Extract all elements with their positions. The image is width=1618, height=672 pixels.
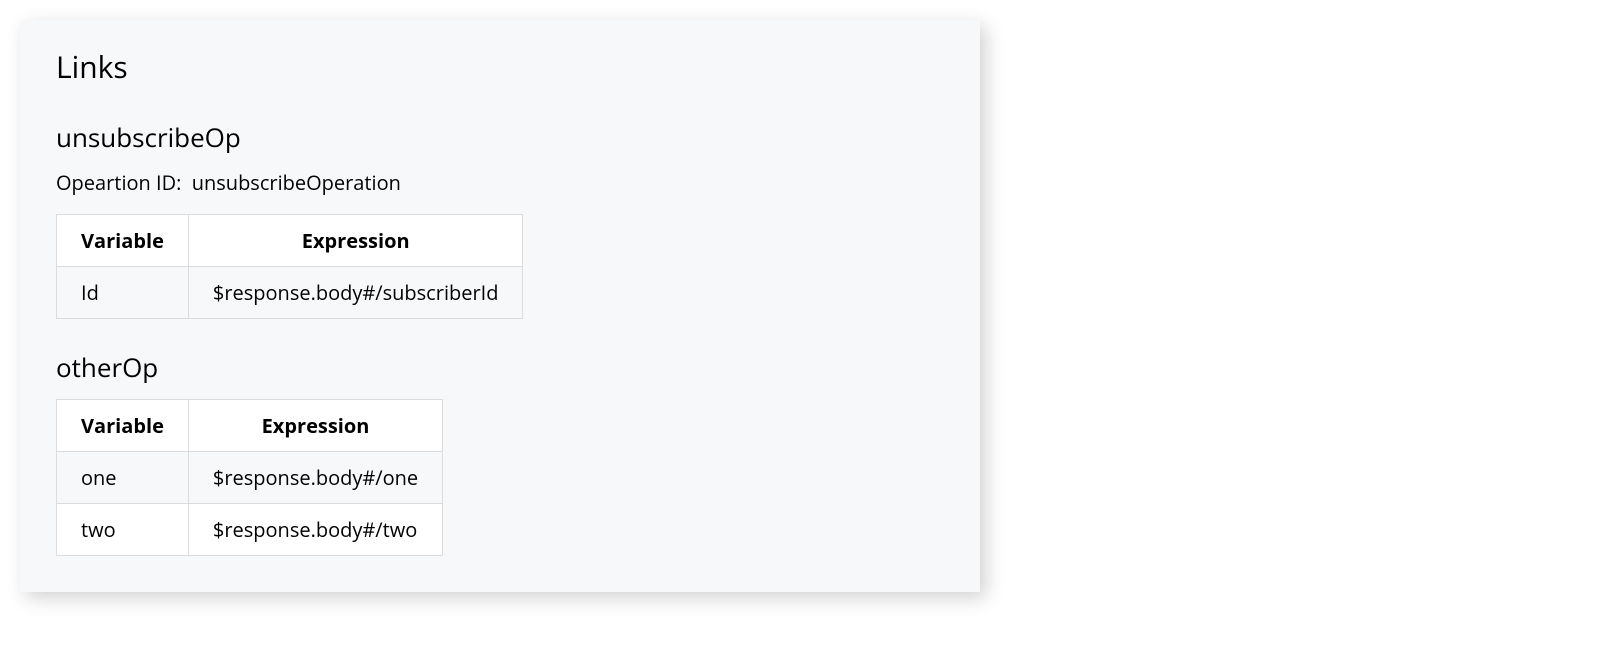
panel-title: Links	[56, 46, 944, 87]
parameters-table: Variable Expression one $response.body#/…	[56, 399, 443, 556]
links-panel: Links unsubscribeOp Opeartion ID: unsubs…	[20, 20, 980, 592]
table-row: two $response.body#/two	[57, 504, 443, 556]
link-name: unsubscribeOp	[56, 119, 944, 155]
operation-id-label: Opeartion ID:	[56, 169, 181, 196]
table-header-row: Variable Expression	[57, 215, 523, 267]
parameters-table: Variable Expression Id $response.body#/s…	[56, 214, 523, 319]
table-header-row: Variable Expression	[57, 400, 443, 452]
link-section: otherOp Variable Expression one $respons…	[56, 349, 944, 556]
cell-variable: one	[57, 452, 189, 504]
col-header-expression: Expression	[188, 215, 523, 267]
cell-variable: Id	[57, 267, 189, 319]
table-row: one $response.body#/one	[57, 452, 443, 504]
cell-expression: $response.body#/subscriberId	[188, 267, 523, 319]
link-name: otherOp	[56, 349, 944, 385]
cell-variable: two	[57, 504, 189, 556]
col-header-expression: Expression	[188, 400, 442, 452]
table-row: Id $response.body#/subscriberId	[57, 267, 523, 319]
cell-expression: $response.body#/one	[188, 452, 442, 504]
cell-expression: $response.body#/two	[188, 504, 442, 556]
operation-id-line: Opeartion ID: unsubscribeOperation	[56, 169, 944, 196]
col-header-variable: Variable	[57, 215, 189, 267]
col-header-variable: Variable	[57, 400, 189, 452]
link-section: unsubscribeOp Opeartion ID: unsubscribeO…	[56, 119, 944, 319]
operation-id-value: unsubscribeOperation	[192, 169, 401, 196]
